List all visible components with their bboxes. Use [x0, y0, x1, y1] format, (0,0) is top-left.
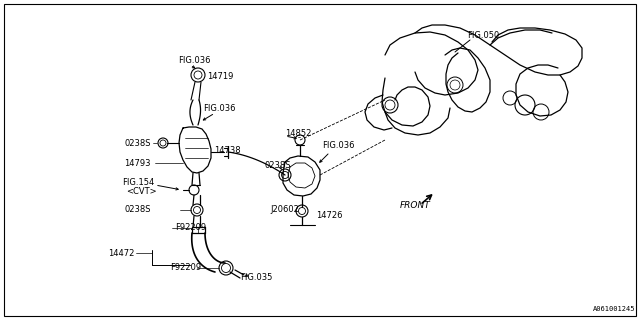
Text: 14719: 14719 [207, 71, 234, 81]
Text: 14726: 14726 [316, 211, 342, 220]
Text: FIG.154: FIG.154 [122, 178, 154, 187]
Text: 0238S: 0238S [264, 161, 291, 170]
Text: 0238S: 0238S [124, 205, 150, 214]
Text: F92209: F92209 [170, 263, 201, 273]
Text: <CVT>: <CVT> [126, 187, 157, 196]
Text: 14472: 14472 [108, 249, 134, 258]
Text: 0238S: 0238S [124, 139, 150, 148]
Text: 14738: 14738 [214, 146, 241, 155]
Text: F92209: F92209 [175, 223, 206, 233]
Text: FIG.036: FIG.036 [203, 103, 236, 113]
Text: FIG.036: FIG.036 [178, 55, 211, 65]
Text: FIG.035: FIG.035 [240, 274, 273, 283]
Text: J20602: J20602 [270, 205, 299, 214]
Text: FIG.050: FIG.050 [467, 30, 499, 39]
Text: FRONT: FRONT [400, 201, 431, 210]
Text: 14852: 14852 [285, 129, 312, 138]
Text: FIG.036: FIG.036 [322, 140, 355, 149]
Text: A061001245: A061001245 [593, 306, 635, 312]
Text: 14793: 14793 [124, 158, 150, 167]
